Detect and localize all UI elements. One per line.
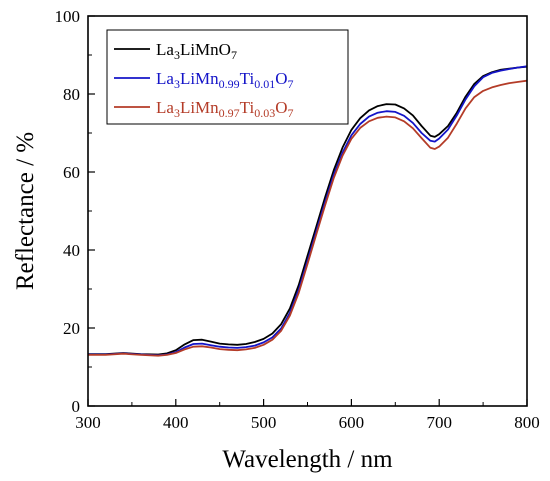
legend: La3LiMnO7 La3LiMn0.99Ti0.01O7 La3LiMn0.97T… <box>106 29 349 125</box>
y-tick-label: 40 <box>63 241 80 260</box>
legend-label-2: La3LiMn0.99Ti0.01O7 <box>156 69 293 91</box>
x-tick-label: 400 <box>163 413 189 432</box>
series-line-3 <box>88 79 528 357</box>
y-tick-label: 60 <box>63 163 80 182</box>
x-tick-label: 800 <box>514 413 540 432</box>
x-tick-label: 500 <box>251 413 277 432</box>
ticks-layer: 300 400 500 600 700 800 0 20 40 60 80 100 <box>55 7 540 432</box>
y-tick-label: 0 <box>72 397 81 416</box>
curves-layer <box>88 65 528 357</box>
series-line-2 <box>88 65 528 357</box>
series-line-1 <box>88 65 528 356</box>
legend-box <box>106 29 349 125</box>
legend-label-3: La3LiMn0.97Ti0.03O7 <box>156 98 293 120</box>
y-tick-label: 80 <box>63 85 80 104</box>
y-tick-label: 20 <box>63 319 80 338</box>
x-axis-label: Wavelength / nm <box>222 446 393 473</box>
legend-label-1: La3LiMnO7 <box>156 40 237 62</box>
y-axis-label: Reflectance / % <box>12 132 39 290</box>
x-tick-label: 600 <box>339 413 365 432</box>
y-tick-label: 100 <box>55 7 81 26</box>
x-tick-label: 700 <box>426 413 452 432</box>
x-tick-label: 300 <box>75 413 101 432</box>
